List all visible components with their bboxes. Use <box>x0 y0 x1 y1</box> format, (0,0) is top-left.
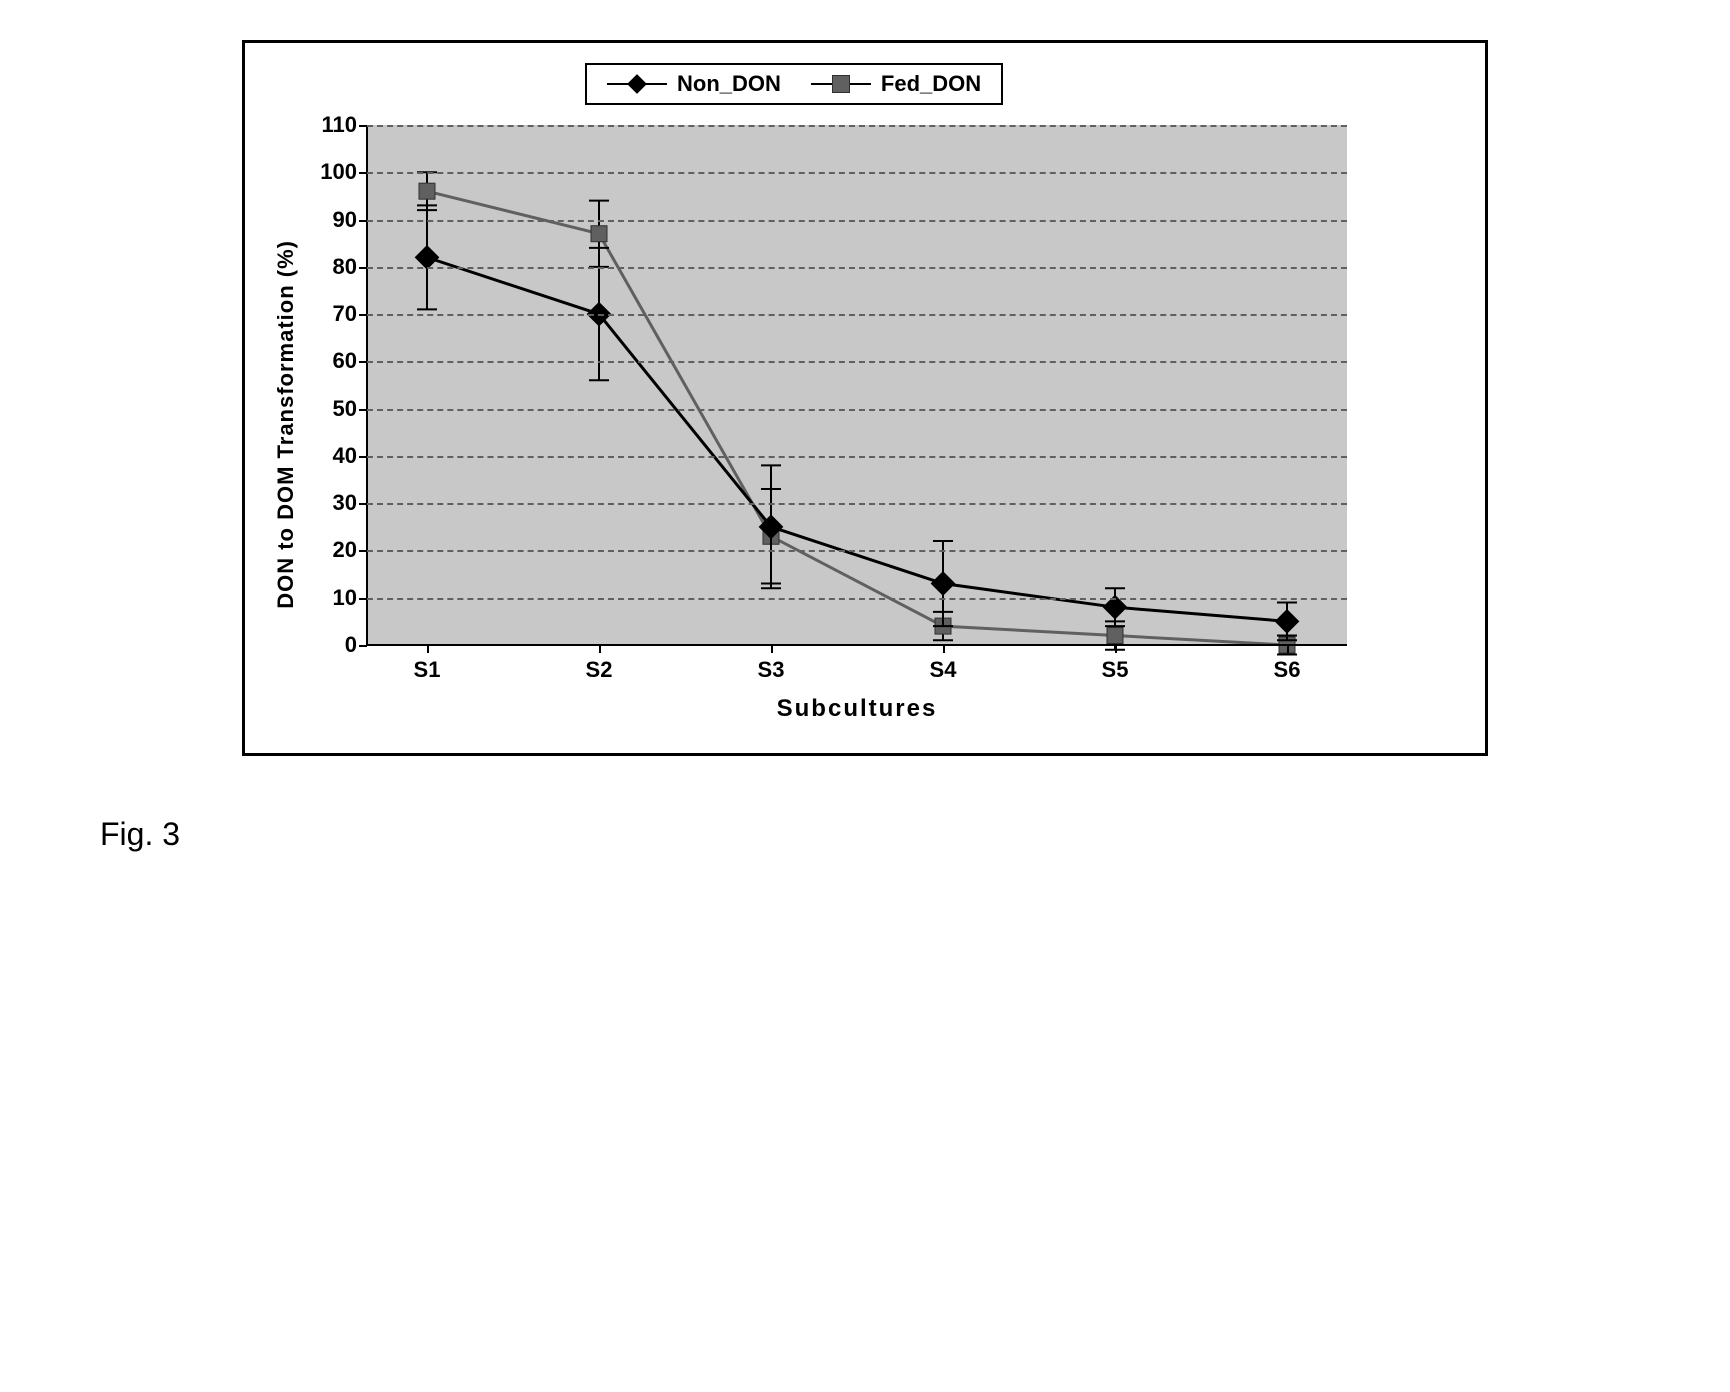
ytick-mark <box>359 503 367 505</box>
ytick-mark <box>359 409 367 411</box>
diamond-marker-icon <box>627 74 647 94</box>
figure-caption: Fig. 3 <box>100 816 1690 853</box>
xtick-mark <box>1115 645 1117 653</box>
legend-label-non-don: Non_DON <box>677 71 781 97</box>
xtick-mark <box>771 645 773 653</box>
gridline <box>367 314 1347 316</box>
legend-line-fed-don <box>811 83 871 85</box>
xtick-mark <box>1287 645 1289 653</box>
gridline <box>367 409 1347 411</box>
ytick-mark <box>359 361 367 363</box>
ytick-mark <box>359 220 367 222</box>
chart-body: DON to DOM Transformation (%) 0102030405… <box>265 125 1465 723</box>
legend-line-non-don <box>607 83 667 85</box>
ytick-mark <box>359 456 367 458</box>
gridline <box>367 220 1347 222</box>
xtick-mark <box>427 645 429 653</box>
legend: Non_DON Fed_DON <box>585 63 1003 105</box>
plot-area: 0102030405060708090100110S1S2S3S4S5S6 <box>367 125 1347 645</box>
gridline <box>367 456 1347 458</box>
plot-region: 0102030405060708090100110S1S2S3S4S5S6 <box>367 125 1347 645</box>
legend-item-fed-don: Fed_DON <box>811 71 981 97</box>
ytick-mark <box>359 598 367 600</box>
xtick-mark <box>599 645 601 653</box>
gridline <box>367 125 1347 127</box>
ytick-mark <box>359 314 367 316</box>
square-marker-icon <box>832 75 850 93</box>
gridline <box>367 361 1347 363</box>
gridline <box>367 550 1347 552</box>
y-axis-label: DON to DOM Transformation (%) <box>265 240 307 609</box>
legend-label-fed-don: Fed_DON <box>881 71 981 97</box>
ytick-mark <box>359 645 367 647</box>
gridline <box>367 172 1347 174</box>
x-axis-label: Subcultures <box>367 695 1347 723</box>
gridline <box>367 267 1347 269</box>
ytick-mark <box>359 172 367 174</box>
chart-svg-overlay <box>367 125 1347 645</box>
gridline <box>367 503 1347 505</box>
xtick-mark <box>943 645 945 653</box>
ytick-mark <box>359 267 367 269</box>
ytick-mark <box>359 125 367 127</box>
ytick-mark <box>359 550 367 552</box>
chart-outer-frame: Non_DON Fed_DON DON to DOM Transformatio… <box>242 40 1488 756</box>
gridline <box>367 598 1347 600</box>
legend-item-non-don: Non_DON <box>607 71 781 97</box>
